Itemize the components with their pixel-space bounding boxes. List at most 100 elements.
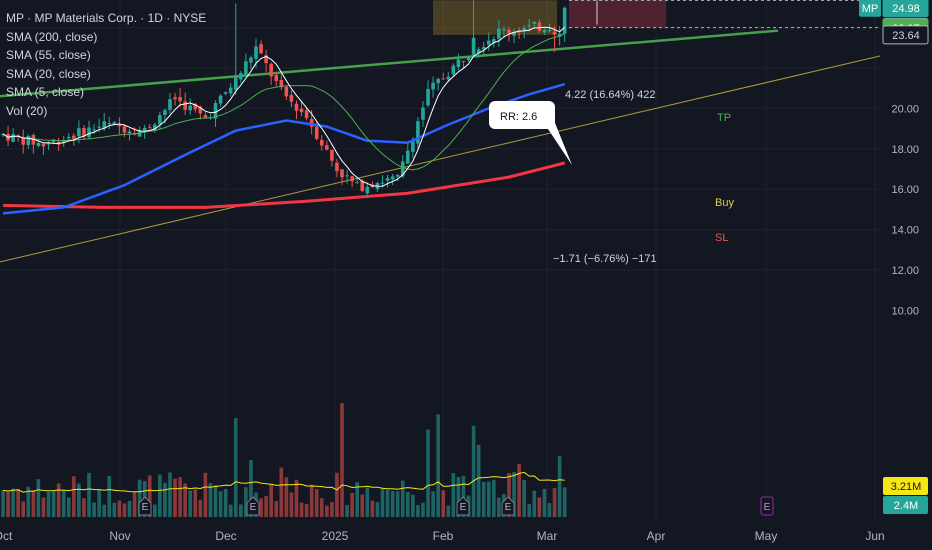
- candle-body: [264, 55, 268, 64]
- legend-volume[interactable]: Vol (20): [6, 103, 48, 118]
- candle-body: [330, 149, 334, 161]
- volume-bar: [385, 489, 390, 517]
- volume-bar: [365, 487, 370, 517]
- price-tick: 12.00: [891, 265, 919, 277]
- price-badge: 23.64: [892, 30, 920, 42]
- volume-bar: [264, 496, 268, 517]
- volume-bars: [1, 403, 567, 517]
- candle-body: [11, 134, 15, 142]
- volume-badge: 2.4M: [894, 500, 918, 512]
- volume-bar: [375, 502, 380, 517]
- candle-body: [532, 21, 537, 24]
- price-tick: 20.00: [891, 103, 919, 115]
- volume-bar: [547, 503, 552, 517]
- moving-averages: [2, 26, 566, 215]
- volume-bar: [92, 502, 96, 517]
- volume-bar: [451, 473, 456, 517]
- volume-bar: [158, 474, 162, 517]
- candle-body: [319, 139, 324, 146]
- candle-body: [522, 27, 526, 31]
- price-badge-bg: [882, 0, 929, 18]
- time-tick: 2025: [322, 529, 349, 543]
- price-tick: 18.00: [891, 144, 919, 156]
- candle-body: [279, 79, 284, 88]
- stop-label: −1.71 (−6.76%) −171: [553, 253, 657, 265]
- tp-label: TP: [717, 112, 731, 124]
- time-tick: Feb: [433, 529, 454, 543]
- candle-body: [426, 88, 430, 106]
- resistance-trendline: [0, 29, 779, 98]
- volume-bar: [259, 498, 263, 517]
- volume-bar: [183, 483, 187, 517]
- time-tick: Nov: [109, 529, 130, 543]
- volume-bar: [26, 486, 31, 517]
- volume-bar: [117, 500, 122, 517]
- rr-label: RR: 2.6: [500, 111, 537, 123]
- candle-body: [365, 186, 370, 194]
- legend-sma-5[interactable]: SMA (5, close): [6, 85, 85, 100]
- candle-body: [173, 97, 177, 100]
- volume-bar: [557, 456, 562, 517]
- volume-bar: [335, 472, 339, 517]
- volume-bar: [218, 491, 223, 517]
- volume-bar: [390, 490, 395, 517]
- legend-sma-55[interactable]: SMA (55, close): [6, 48, 91, 63]
- chart-grid: [0, 0, 880, 520]
- volume-bar: [147, 475, 152, 517]
- volume-bar: [562, 487, 567, 517]
- candle-body: [441, 78, 446, 80]
- volume-bar: [244, 487, 248, 517]
- volume-bar: [471, 425, 476, 517]
- volume-bar: [97, 489, 101, 517]
- candle-body: [233, 77, 238, 90]
- volume-bar: [345, 504, 349, 517]
- candle-body: [456, 59, 461, 67]
- candle-body: [340, 169, 344, 178]
- candle-body: [335, 162, 339, 172]
- volume-bar: [228, 504, 233, 517]
- volume-bar: [21, 501, 26, 517]
- candle-body: [476, 49, 481, 54]
- target-label: 4.22 (16.64%) 422: [565, 89, 656, 101]
- volume-bar: [421, 502, 425, 517]
- volume-bar: [56, 483, 61, 517]
- candle-body: [203, 114, 208, 119]
- candle-body: [547, 29, 552, 31]
- position-tool: 4.22 (16.64%) 422 −1.71 (−6.76%) −171 TP Bu…: [489, 0, 880, 265]
- volume-bar: [274, 501, 279, 517]
- price-badge: 24.98: [892, 3, 920, 15]
- candle-body: [557, 33, 562, 37]
- candle-body: [390, 176, 395, 180]
- volume-bar: [213, 485, 218, 517]
- candle-body: [274, 74, 279, 82]
- candle-body: [142, 127, 147, 131]
- candle-body: [107, 123, 112, 125]
- candle-body: [360, 181, 365, 192]
- candle-body: [507, 29, 511, 34]
- position-zones: [433, 0, 666, 35]
- consolidation-box: [433, 0, 557, 35]
- candle-body: [183, 101, 187, 110]
- volume-bar: [289, 492, 294, 517]
- volume-bar: [456, 476, 461, 517]
- candle-body: [66, 136, 71, 139]
- legend-sma-200[interactable]: SMA (200, close): [6, 29, 98, 44]
- volume-bar: [36, 479, 41, 517]
- legend-sma-20[interactable]: SMA (20, close): [6, 66, 91, 81]
- ticker-badge-bg: [859, 0, 881, 17]
- candle-body: [127, 131, 132, 134]
- candle-body: [26, 135, 31, 145]
- buy-label: Buy: [715, 197, 734, 209]
- volume-bar: [239, 504, 243, 517]
- volume-bar: [203, 472, 208, 517]
- volume-bar: [370, 500, 375, 517]
- candle-body: [314, 126, 319, 139]
- candle-body: [512, 31, 516, 36]
- candle-body: [158, 115, 162, 125]
- volume-bar: [400, 480, 405, 517]
- price-tick: 16.00: [891, 184, 919, 196]
- volume-bar: [395, 491, 400, 517]
- candle-body: [325, 145, 329, 150]
